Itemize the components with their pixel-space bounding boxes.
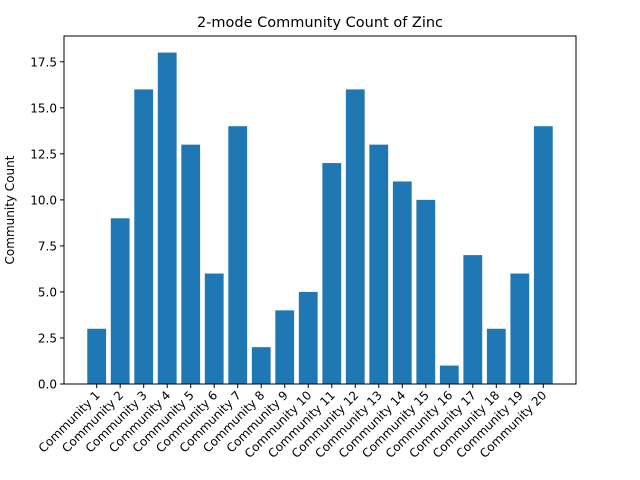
- bar-9: [275, 310, 295, 384]
- plot-frame: [63, 35, 577, 385]
- bar-5: [181, 144, 201, 384]
- bar-4: [157, 52, 177, 384]
- bar-10: [298, 291, 318, 384]
- bar-6: [204, 273, 224, 384]
- y-tick-label: 5.0: [38, 285, 57, 299]
- bars-group: [87, 52, 553, 385]
- bar-16: [439, 365, 459, 384]
- bar-17: [463, 255, 483, 384]
- y-tick-label: 15.0: [30, 101, 57, 115]
- y-tick-label: 7.5: [38, 239, 57, 253]
- y-tick-label: 17.5: [30, 55, 57, 69]
- bar-11: [322, 163, 342, 384]
- y-tick-label: 10.0: [30, 193, 57, 207]
- bar-18: [486, 328, 506, 384]
- bar-20: [533, 126, 553, 384]
- bar-3: [134, 89, 154, 385]
- bar-1: [87, 328, 107, 384]
- bar-12: [345, 89, 365, 385]
- y-tick-label: 2.5: [38, 331, 57, 345]
- bar-15: [416, 199, 436, 384]
- bar-7: [228, 126, 248, 384]
- bar-2: [110, 218, 130, 384]
- chart-title: 2-mode Community Count of Zinc: [197, 15, 443, 31]
- bar-13: [369, 144, 389, 384]
- bar-14: [392, 181, 412, 384]
- y-tick-label: 12.5: [30, 147, 57, 161]
- y-axis-label: Community Count: [3, 155, 17, 264]
- y-tick-label: 0.0: [38, 378, 57, 392]
- y-ticks-group: 0.0 2.5 5.0 7.5 10.0 12.5 15.0 17.5: [30, 55, 64, 392]
- bar-8: [251, 347, 271, 384]
- bar-19: [510, 273, 530, 384]
